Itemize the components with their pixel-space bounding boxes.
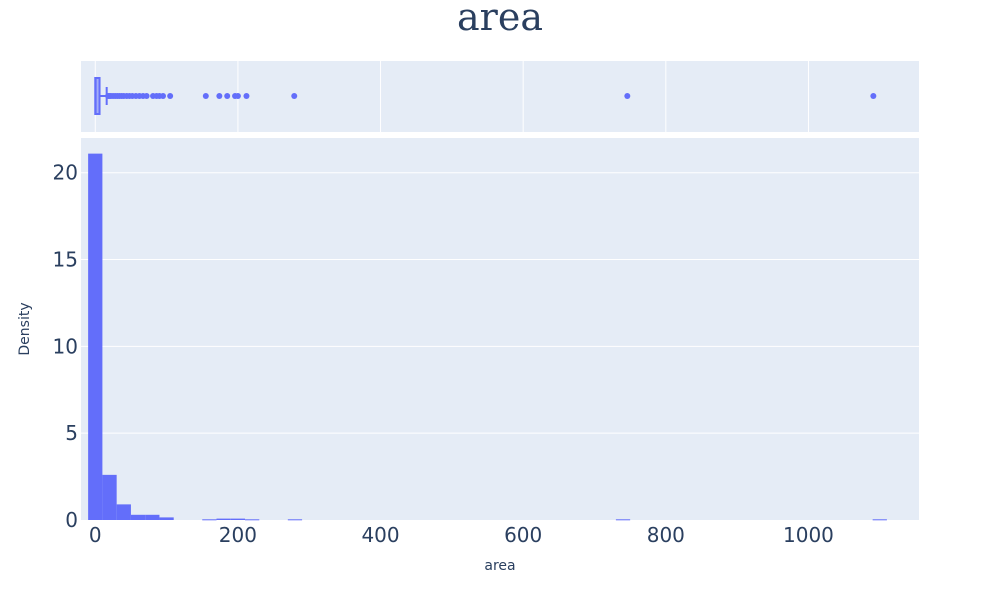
box-outlier-point [202, 93, 209, 99]
histogram-bar [872, 519, 887, 521]
box-outlier-point [870, 93, 877, 99]
box-plot [94, 77, 877, 115]
y-axis-ticks: 0 5 10 15 20 [53, 161, 78, 532]
box-outlier-point [624, 93, 631, 99]
y-tick-label: 10 [53, 334, 78, 358]
chart-title: area [457, 0, 543, 39]
histogram-bar [159, 517, 174, 520]
x-axis-ticks: 0 200 400 600 800 1000 [89, 523, 834, 547]
y-tick-label: 20 [53, 161, 78, 185]
box-outlier-point [143, 93, 150, 99]
histogram-bar [130, 514, 146, 520]
histogram-bar [145, 514, 160, 520]
box-outlier-point [160, 93, 167, 99]
box-outlier-point [243, 93, 250, 99]
histogram-bars [88, 153, 887, 521]
histogram-bar [216, 518, 231, 520]
histogram-bar [245, 519, 260, 521]
x-axis-title: area [484, 558, 515, 574]
x-tick-label: 1000 [783, 523, 834, 547]
histogram-bar [202, 519, 217, 521]
box-outlier-point [291, 93, 298, 99]
box-outlier-point [167, 93, 174, 99]
histogram-gridlines [81, 172, 919, 434]
box-outlier-point [234, 93, 241, 99]
y-tick-label: 0 [65, 508, 78, 532]
box-outlier-point [224, 93, 231, 99]
x-tick-label: 600 [504, 523, 542, 547]
histogram-bar [88, 153, 103, 521]
box-outlier-point [216, 93, 223, 99]
x-tick-label: 0 [89, 523, 102, 547]
y-tick-label: 5 [65, 421, 78, 445]
y-tick-label: 15 [53, 248, 78, 272]
x-tick-label: 200 [219, 523, 257, 547]
y-axis-title: Density [17, 302, 33, 355]
histogram-plot-area [81, 138, 919, 520]
x-tick-label: 800 [647, 523, 685, 547]
histogram-bar [287, 519, 303, 521]
histogram-bar [230, 518, 246, 520]
histogram-bar [116, 504, 131, 520]
x-tick-label: 400 [361, 523, 399, 547]
histogram-bar [615, 519, 631, 521]
histogram-bar [102, 474, 117, 520]
